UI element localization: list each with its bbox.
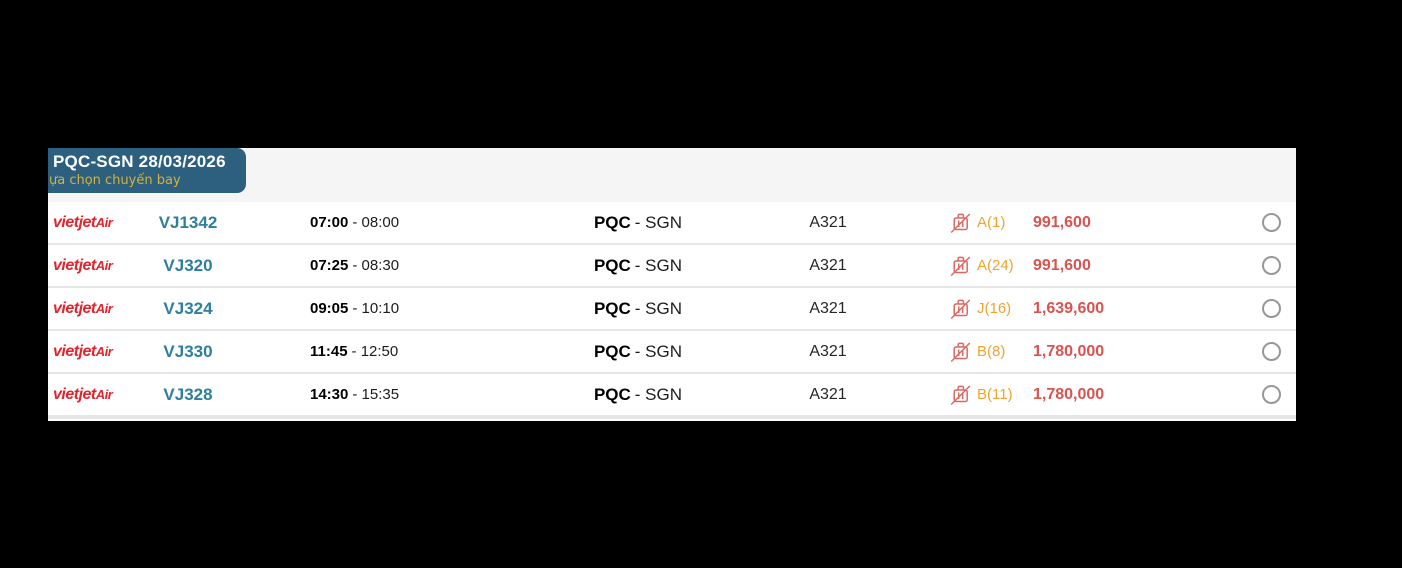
aircraft-type: A321 (809, 214, 847, 231)
price: 991,600 (1033, 214, 1091, 231)
price: 1,780,000 (1033, 343, 1105, 360)
flight-list: vietjetAir VJ1342 07:00- 08:00 PQC - SGN … (48, 202, 1296, 419)
departure-time: 07:25 (310, 257, 349, 274)
route: PQC - SGN (528, 374, 748, 415)
no-baggage-icon (950, 385, 971, 406)
no-baggage-icon (950, 256, 971, 277)
fare-class-label: B(8) (977, 343, 1006, 360)
radio-cell (1262, 342, 1281, 361)
flight-number: VJ320 (163, 256, 213, 275)
no-baggage-icon (950, 342, 971, 363)
airline-logo-suffix: Air (95, 344, 113, 359)
fare-class-cell: B(8) (950, 331, 1005, 372)
destination-code: - SGN (634, 256, 683, 275)
destination-code: - SGN (634, 213, 683, 232)
airline-logo-suffix: Air (95, 215, 113, 230)
flight-select-radio[interactable] (1262, 342, 1281, 361)
flight-times: 11:45- 12:50 (310, 331, 398, 372)
flight-selection-panel: PQC-SGN 28/03/2026 ựa chọn chuyến bay vi… (48, 148, 1296, 421)
origin-code: PQC (593, 299, 631, 318)
origin-code: PQC (593, 256, 631, 275)
radio-cell (1262, 299, 1281, 318)
arrival-time: - 08:00 (352, 214, 400, 231)
arrival-time: - 10:10 (352, 300, 400, 317)
flight-times: 07:25- 08:30 (310, 245, 399, 286)
fare-class-cell: A(24) (950, 245, 1014, 286)
flight-times: 07:00- 08:00 (310, 202, 399, 243)
departure-time: 07:00 (310, 214, 349, 231)
flight-select-radio[interactable] (1262, 213, 1281, 232)
flight-number: VJ330 (163, 342, 213, 361)
airline-logo-text: vietjet (53, 386, 96, 403)
flight-times: 09:05- 10:10 (310, 288, 399, 329)
flight-number: VJ328 (163, 385, 213, 404)
airline-logo-text: vietjet (53, 343, 96, 360)
fare-class-label: A(1) (977, 214, 1006, 231)
no-baggage-icon (950, 213, 971, 234)
flight-select-radio[interactable] (1262, 256, 1281, 275)
price: 991,600 (1033, 257, 1091, 274)
route: PQC - SGN (528, 331, 748, 372)
airline-logo: vietjetAir (53, 288, 113, 329)
route-date-tab[interactable]: PQC-SGN 28/03/2026 ựa chọn chuyến bay (48, 148, 246, 193)
price: 1,639,600 (1033, 300, 1105, 317)
radio-cell (1262, 213, 1281, 232)
radio-cell (1262, 256, 1281, 275)
route: PQC - SGN (528, 202, 748, 243)
panel-header: PQC-SGN 28/03/2026 ựa chọn chuyến bay (48, 148, 1296, 202)
route-date-label: PQC-SGN 28/03/2026 (53, 152, 226, 171)
origin-code: PQC (593, 342, 631, 361)
price: 1,780,000 (1033, 386, 1105, 403)
airline-logo-suffix: Air (95, 301, 113, 316)
flight-select-radio[interactable] (1262, 385, 1281, 404)
route: PQC - SGN (528, 245, 748, 286)
flight-select-radio[interactable] (1262, 299, 1281, 318)
aircraft-type: A321 (809, 257, 847, 274)
origin-code: PQC (593, 385, 631, 404)
airline-logo: vietjetAir (53, 331, 113, 372)
radio-cell (1262, 385, 1281, 404)
origin-code: PQC (593, 213, 631, 232)
fare-class-label: J(16) (977, 300, 1012, 317)
airline-logo-text: vietjet (53, 214, 96, 231)
route: PQC - SGN (528, 288, 748, 329)
fare-class-label: B(11) (977, 386, 1013, 403)
arrival-time: - 15:35 (352, 386, 400, 403)
aircraft-type: A321 (809, 343, 847, 360)
flight-times: 14:30- 15:35 (310, 374, 399, 415)
arrival-time: - 08:30 (352, 257, 400, 274)
departure-time: 14:30 (310, 386, 349, 403)
destination-code: - SGN (634, 385, 683, 404)
airline-logo-text: vietjet (53, 257, 96, 274)
destination-code: - SGN (634, 299, 683, 318)
aircraft-type: A321 (809, 300, 847, 317)
fare-class-cell: A(1) (950, 202, 1005, 243)
no-baggage-icon (950, 299, 971, 320)
fare-class-cell: B(11) (950, 374, 1013, 415)
airline-logo: vietjetAir (53, 374, 113, 415)
departure-time: 11:45 (310, 343, 348, 360)
airline-logo-text: vietjet (53, 300, 96, 317)
choose-flight-label: ựa chọn chuyến bay (49, 173, 181, 188)
flight-row[interactable]: vietjetAir VJ324 09:05- 10:10 PQC - SGN A… (48, 288, 1296, 331)
airline-logo-suffix: Air (95, 387, 113, 402)
flight-row[interactable]: vietjetAir VJ330 11:45- 12:50 PQC - SGN A… (48, 331, 1296, 374)
flight-row[interactable]: vietjetAir VJ1342 07:00- 08:00 PQC - SGN … (48, 202, 1296, 245)
airline-logo-suffix: Air (95, 258, 113, 273)
arrival-time: - 12:50 (351, 343, 399, 360)
flight-row[interactable]: vietjetAir VJ320 07:25- 08:30 PQC - SGN A… (48, 245, 1296, 288)
departure-time: 09:05 (310, 300, 349, 317)
airline-logo: vietjetAir (53, 245, 113, 286)
flight-number: VJ1342 (158, 213, 218, 232)
flight-row[interactable]: vietjetAir VJ328 14:30- 15:35 PQC - SGN A… (48, 374, 1296, 419)
flight-number: VJ324 (163, 299, 213, 318)
fare-class-label: A(24) (977, 257, 1014, 274)
fare-class-cell: J(16) (950, 288, 1011, 329)
airline-logo: vietjetAir (53, 202, 113, 243)
destination-code: - SGN (634, 342, 683, 361)
aircraft-type: A321 (809, 386, 847, 403)
